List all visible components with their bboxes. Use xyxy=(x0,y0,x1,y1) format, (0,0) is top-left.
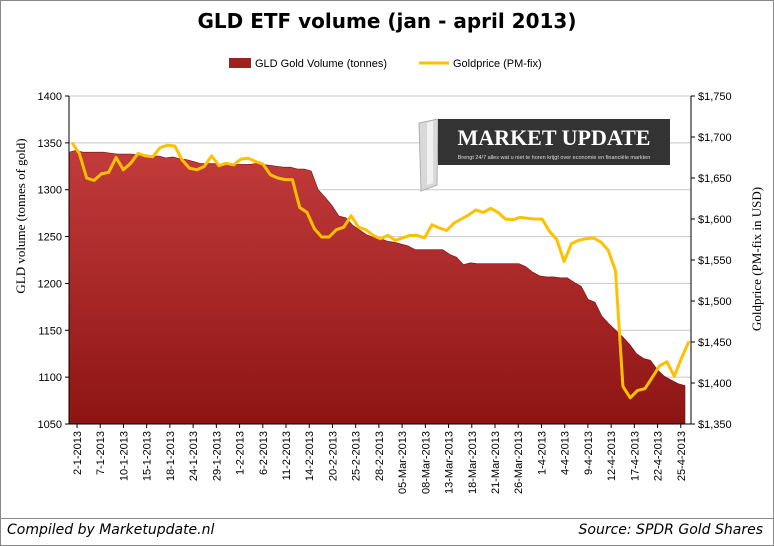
x-tick-label: 20-2-2013 xyxy=(327,431,339,481)
y2-tick-label: $1,550 xyxy=(698,255,732,267)
legend-label-volume: GLD Gold Volume (tonnes) xyxy=(255,58,387,70)
footer-divider xyxy=(1,518,773,519)
y2-tick-label: $1,750 xyxy=(698,91,732,103)
x-tick-label: 25-4-2013 xyxy=(676,431,688,481)
x-tick-label: 22-4-2013 xyxy=(653,431,665,481)
left-y-ticks: 1050 1100 1150 1200 1250 1300 1350 1400 xyxy=(38,91,69,431)
x-ticks: 2-1-2013 7-1-2013 10-1-2013 15-1-2013 18-1-2… xyxy=(72,424,688,494)
y2-tick-label: $1,600 xyxy=(698,214,732,226)
x-tick-label: 28-2-2013 xyxy=(374,431,386,481)
legend-swatch-volume xyxy=(229,58,251,68)
y2-tick-label: $1,500 xyxy=(698,296,732,308)
x-tick-label: 21-Mar-2013 xyxy=(490,431,502,494)
y2-tick-label: $1,450 xyxy=(698,337,732,349)
market-update-logo: MARKET UPDATE Brengt 24/7 alles wat u ni… xyxy=(418,118,670,192)
x-tick-label: 13-Mar-2013 xyxy=(444,431,456,494)
x-tick-label: 4-4-2013 xyxy=(560,431,572,475)
x-tick-label: 14-2-2013 xyxy=(304,431,316,481)
x-tick-label: 2-1-2013 xyxy=(72,431,84,475)
goldprice-line xyxy=(70,141,691,400)
y-tick-label: 1200 xyxy=(38,278,62,290)
chart-title: GLD ETF volume (jan - april 2013) xyxy=(197,9,577,33)
x-tick-label: 15-1-2013 xyxy=(142,431,154,481)
legend-label-goldprice: Goldprice (PM-fix) xyxy=(453,58,542,70)
right-y-ticks: $1,350 $1,400 $1,450 $1,500 $1,550 $1,600 $1,6… xyxy=(691,91,732,431)
legend: GLD Gold Volume (tonnes) Goldprice (PM-f… xyxy=(229,58,542,70)
x-tick-label: 25-2-2013 xyxy=(351,431,363,481)
chart-svg: GLD Gold Volume (tonnes) Goldprice (PM-f… xyxy=(13,58,764,494)
x-tick-label: 9-4-2013 xyxy=(583,431,595,475)
y-tick-label: 1350 xyxy=(38,138,62,150)
compiled-by: Compiled by Marketupdate.nl xyxy=(7,522,215,538)
x-tick-label: 11-2-2013 xyxy=(281,431,293,480)
y2-tick-label: $1,350 xyxy=(698,419,732,431)
y-tick-label: 1400 xyxy=(38,91,62,103)
x-tick-label: 18-Mar-2013 xyxy=(467,431,479,494)
x-tick-label: 12-4-2013 xyxy=(606,431,618,481)
source-credit: Source: SPDR Gold Shares xyxy=(578,522,764,538)
x-tick-label: 24-1-2013 xyxy=(188,431,200,481)
x-tick-label: 18-1-2013 xyxy=(165,431,177,481)
y-tick-label: 1250 xyxy=(38,232,62,244)
volume-area xyxy=(68,150,686,425)
x-tick-label: 26-Mar-2013 xyxy=(513,431,525,494)
logo-tagline: Brengt 24/7 alles wat u niet te horen kr… xyxy=(458,155,651,161)
y2-tick-label: $1,400 xyxy=(698,378,732,390)
x-tick-label: 17-4-2013 xyxy=(629,431,641,481)
volume-area-layer xyxy=(68,150,686,425)
y-tick-label: 1100 xyxy=(38,372,62,384)
y2-tick-label: $1,700 xyxy=(698,132,732,144)
x-tick-label: 7-1-2013 xyxy=(95,431,107,475)
x-tick-label: 1-2-2013 xyxy=(235,431,247,475)
y-axis-title: GLD volume (tonnes of gold) xyxy=(13,138,28,293)
y-tick-label: 1150 xyxy=(38,325,62,337)
y-tick-label: 1050 xyxy=(38,419,62,431)
y2-axis-title: Goldprice (PM-fix in USD) xyxy=(749,187,764,331)
goldprice-line-layer xyxy=(70,141,691,400)
x-tick-label: 08-Mar-2013 xyxy=(420,431,432,494)
y2-tick-label: $1,650 xyxy=(698,173,732,185)
x-tick-label: 6-2-2013 xyxy=(258,431,270,475)
x-tick-label: 10-1-2013 xyxy=(118,431,130,481)
logo-title: MARKET UPDATE xyxy=(458,125,651,150)
x-tick-label: 05-Mar-2013 xyxy=(397,431,409,494)
y-tick-label: 1300 xyxy=(38,185,62,197)
x-tick-label: 29-1-2013 xyxy=(211,431,223,481)
x-tick-label: 1-4-2013 xyxy=(536,431,548,475)
